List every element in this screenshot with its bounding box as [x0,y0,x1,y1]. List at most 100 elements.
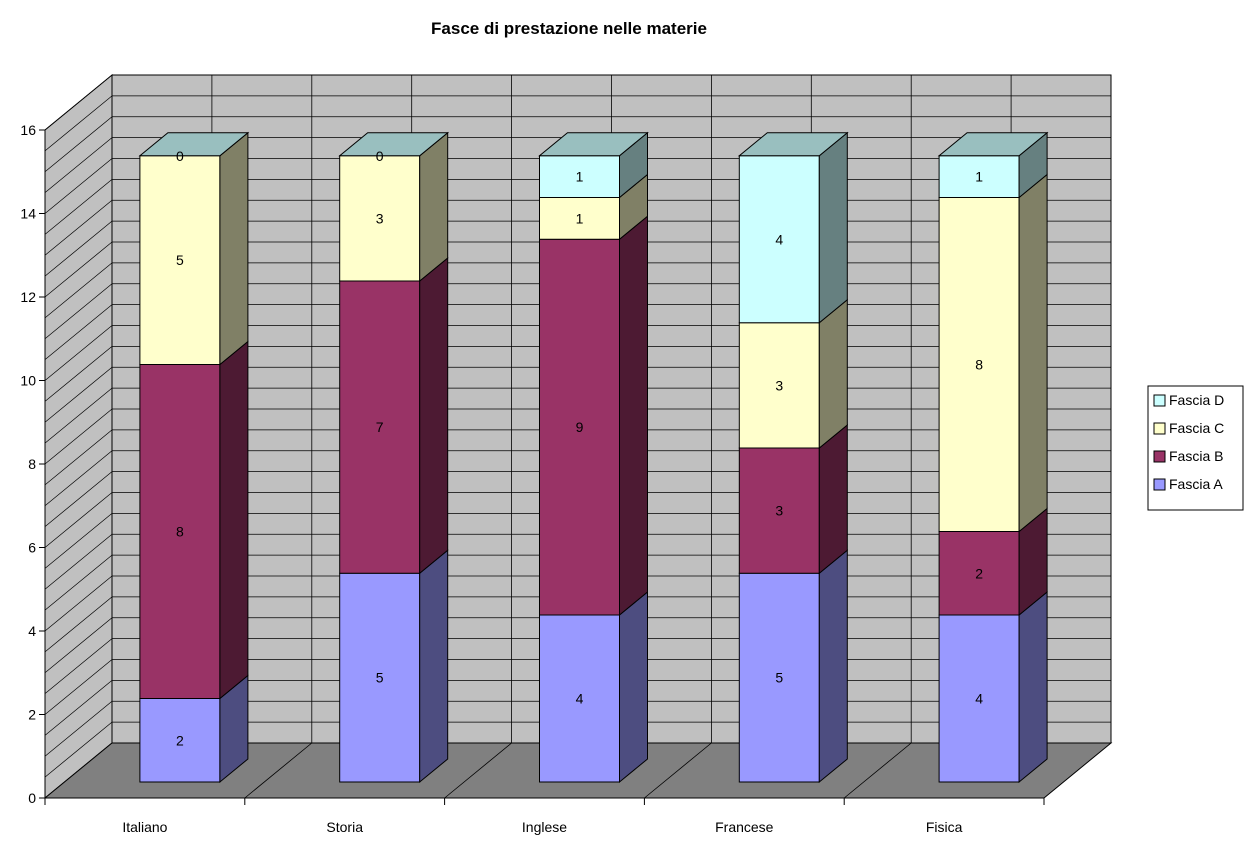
data-label: 3 [376,210,384,226]
data-label: 0 [176,148,184,164]
y-tick-label: 2 [28,707,36,723]
data-label: 4 [975,691,983,707]
bar-segment-fascia-b-fisica: 2 [938,507,1048,617]
gridline-side [44,325,113,381]
bar-segment-fascia-d-francese: 4 [737,131,849,324]
y-tick-label: 12 [20,289,36,305]
bar-side-face [219,340,249,700]
gridline-side [44,471,113,527]
gridline-side [44,721,113,778]
y-tick-label: 4 [28,623,36,639]
bar-side-face [419,131,449,283]
data-label: 3 [775,377,783,393]
bar-segment-fascia-c-italiano: 5 [139,131,249,366]
bar-front-face [738,447,820,574]
bar-front-face [738,572,820,783]
data-label: 9 [576,419,584,435]
floor-divider [244,742,313,799]
bar-segment-fascia-a-storia: 5 [339,549,449,784]
x-tick-label: Fisica [926,819,963,835]
x-axis: Italiano Storia Inglese Francese Fisica [44,797,1045,835]
bar-front-face [139,155,221,365]
gridline-side [44,220,113,277]
gridline-side [44,492,113,548]
gridline-side [44,366,113,423]
gridline-side [44,304,113,360]
gridline-side [44,700,113,757]
x-tick-label: Francese [715,819,774,835]
gridline-side [44,179,113,235]
legend-swatch [1153,450,1166,463]
y-tick-label: 6 [28,540,36,556]
bar-segment-fascia-d-inglese: 1 [538,131,649,199]
bar-side-face [1018,173,1048,533]
bar-segment-fascia-a-fisica: 4 [938,590,1048,784]
gridline-side [44,137,113,193]
legend-label: Fascia C [1169,420,1224,436]
chart-title: Fasce di prestazione nelle materie [431,19,707,38]
x-tick-label: Storia [326,819,363,835]
data-label: 1 [975,169,983,185]
y-axis: 0 2 4 6 8 10 12 14 16 [20,122,46,806]
legend-swatch [1153,394,1166,407]
gridline-side [44,408,113,465]
bar-side-face [619,215,648,617]
floor-divider [843,742,912,799]
bar-top-face [538,132,649,157]
bar-side-face [619,590,648,784]
gridline-side [44,387,113,444]
legend: Fascia D Fascia C Fascia B Fascia A [1147,385,1244,511]
gridline-side [44,283,113,340]
bar-front-face [938,197,1020,532]
y-tick-label: 16 [20,122,36,138]
bar-front-face [539,155,620,198]
bar-side-face [818,298,848,450]
bar-top-face [737,132,849,157]
data-label: 4 [576,691,584,707]
bar-top-face [338,132,450,157]
bar-segment-fascia-b-inglese: 9 [539,215,648,617]
floor-divider [644,742,712,799]
bar-front-face [339,280,421,574]
data-label: 8 [176,524,184,540]
gridline-side [44,596,113,653]
gridline-side [44,554,113,611]
gridline-side [44,575,113,632]
legend-label: Fascia B [1169,448,1223,464]
data-label: 1 [576,210,584,226]
bar-side-face [818,549,848,784]
gridline-side [44,533,113,590]
bar-front-face [539,238,620,616]
bar-segment-fascia-d-storia: 0 [338,132,450,164]
y-tick-label: 14 [20,206,36,222]
bar-segment-fascia-a-francese: 5 [738,549,848,784]
gridline-side [44,680,113,736]
bar-segment-fascia-d-italiano: 0 [138,132,250,164]
gridline-side [44,74,113,131]
data-label: 5 [775,670,783,686]
bars-group: 2 8 5 0 5 7 3 0 4 9 1 1 5 3 3 4 4 2 8 1 [138,131,1049,784]
bar-segment-fascia-b-storia: 7 [339,256,449,575]
data-label: 5 [376,670,384,686]
gridline-side [44,199,113,256]
x-tick-label: Italiano [122,819,167,835]
gridline-side [44,450,113,507]
legend-swatch [1153,478,1166,491]
data-label: 8 [975,357,983,373]
bar-side-face [419,256,449,575]
bar-segment-fascia-c-francese: 3 [738,298,848,450]
gridline-side [44,262,113,319]
data-label: 2 [975,565,983,581]
gridline-side [44,513,113,569]
bar-segment-fascia-b-francese: 3 [738,423,848,575]
bar-front-face [938,531,1020,616]
bar-segment-fascia-d-fisica: 1 [937,131,1049,199]
bar-top-face [138,132,250,157]
gridline-side [44,617,113,674]
y-tick-label: 0 [28,790,36,806]
bar-front-face [139,364,221,699]
legend-label: Fascia D [1169,392,1224,408]
bar-top-face [937,132,1049,157]
